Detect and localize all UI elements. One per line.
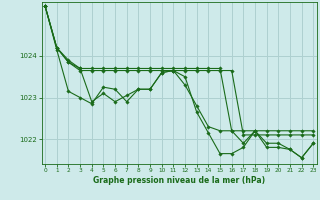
X-axis label: Graphe pression niveau de la mer (hPa): Graphe pression niveau de la mer (hPa)	[93, 176, 265, 185]
